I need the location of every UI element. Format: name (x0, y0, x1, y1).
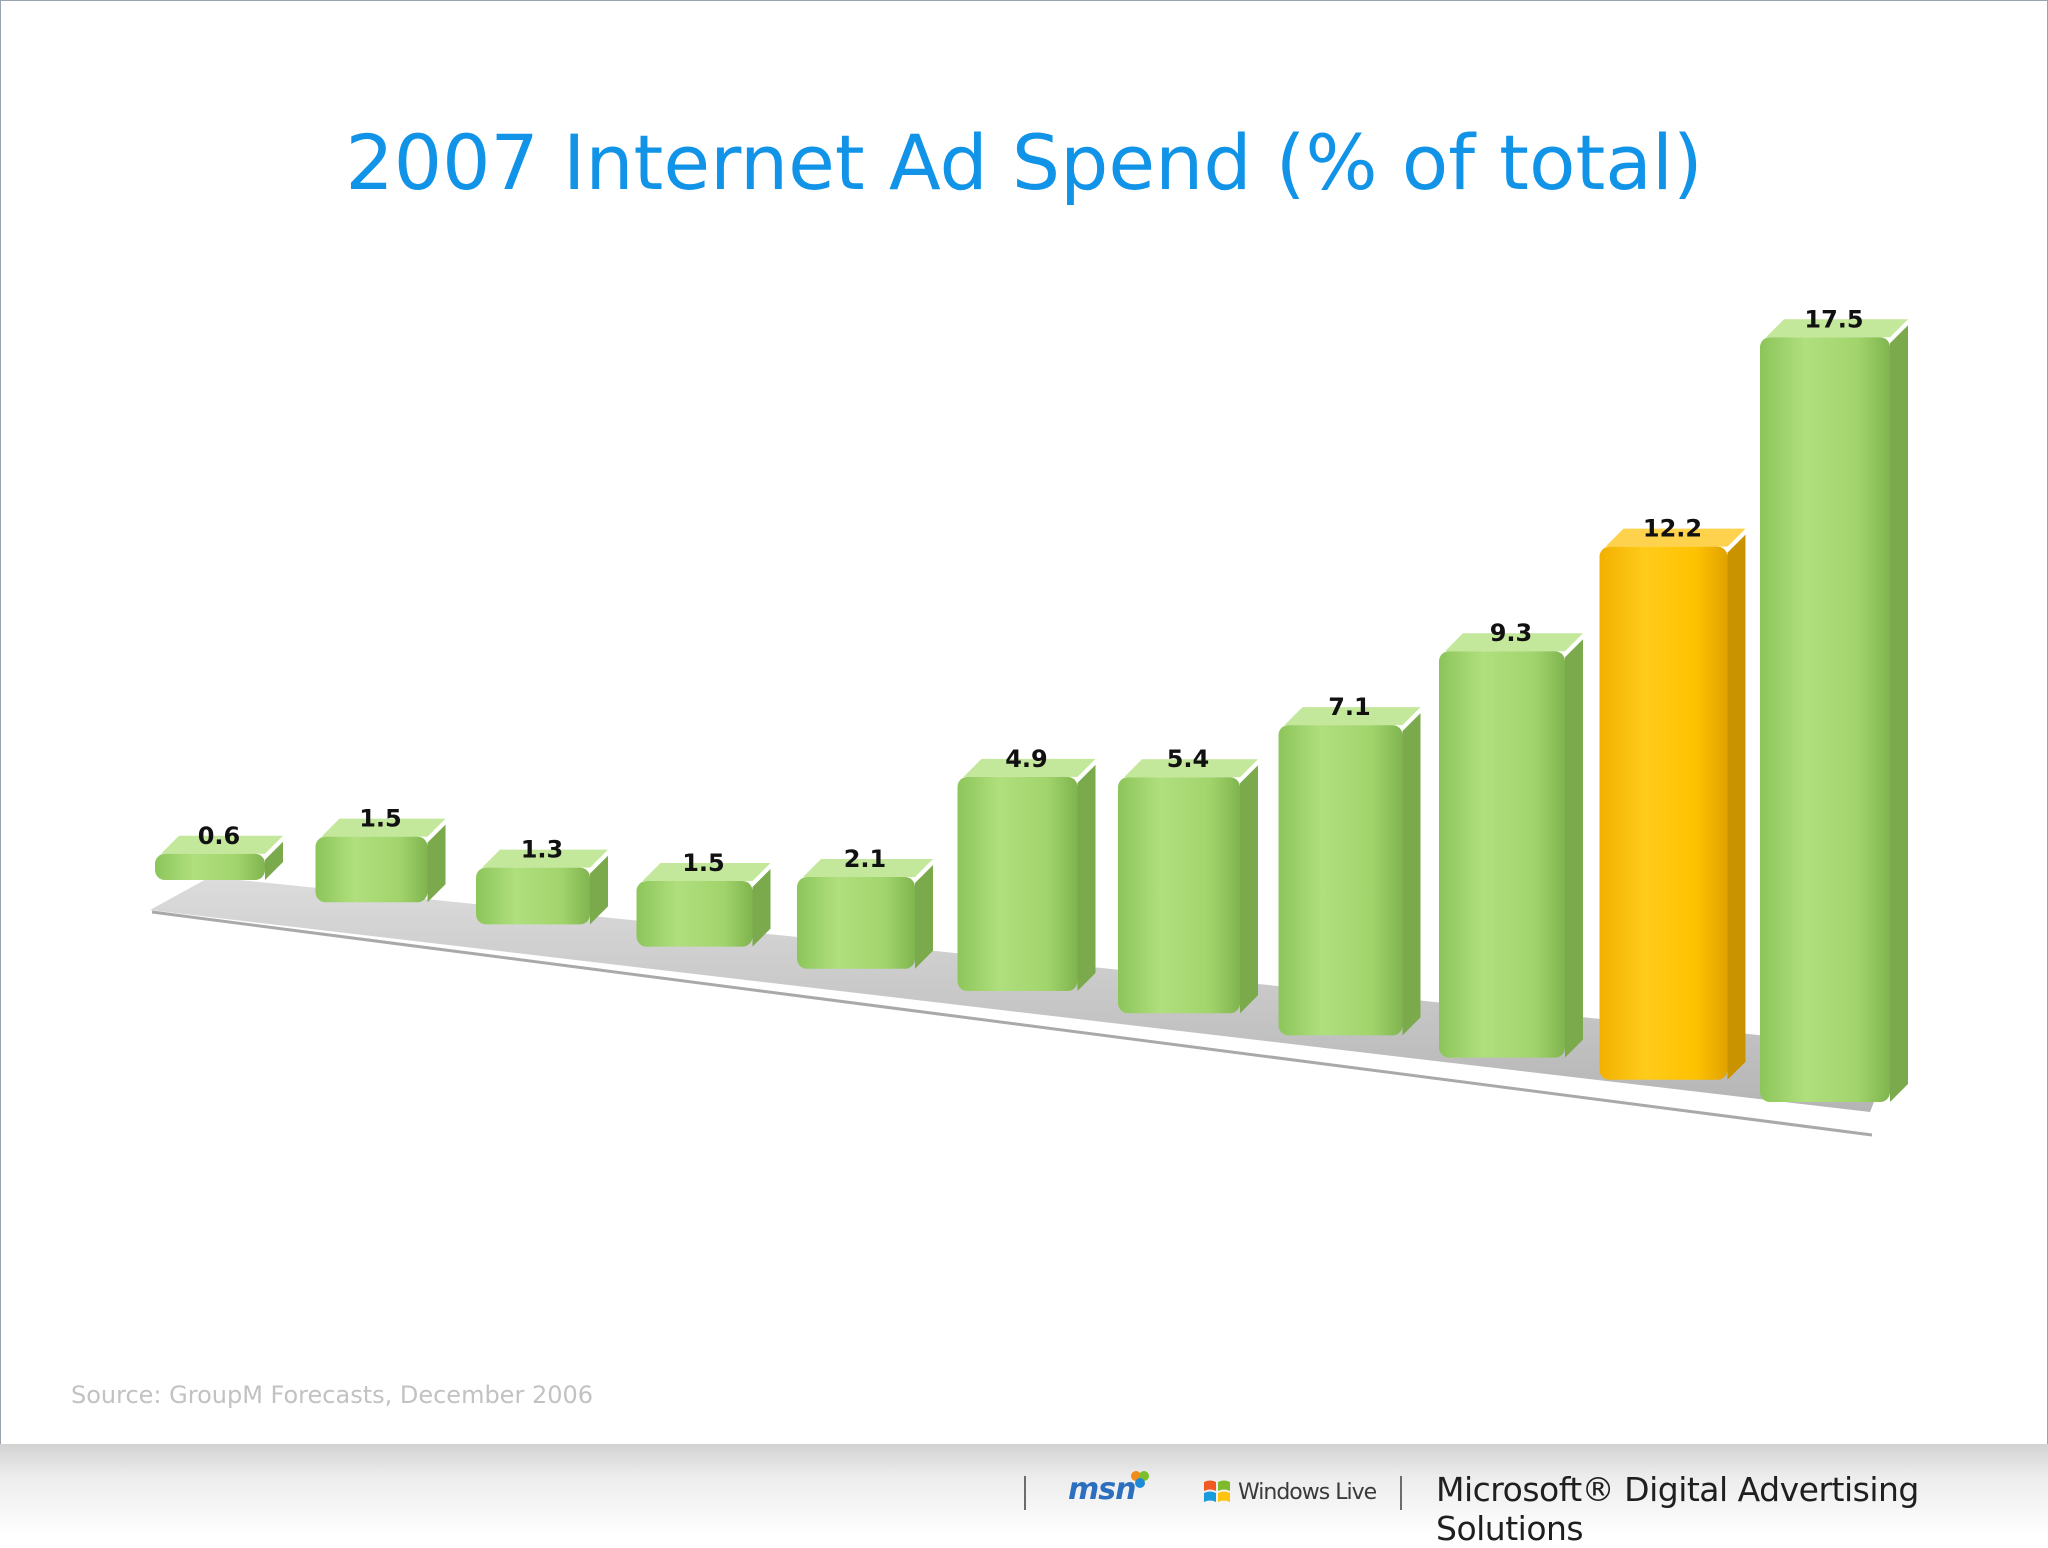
bar-1 (155, 835, 283, 880)
bar-top (803, 859, 933, 878)
data-label: 5.4 (1167, 745, 1210, 773)
footer-separator (1024, 1476, 1026, 1510)
bar-9 (1439, 633, 1583, 1058)
bar-side (1727, 534, 1746, 1080)
bar-top (1284, 707, 1421, 726)
bar-front (1278, 725, 1403, 1036)
bar-front (1439, 651, 1565, 1058)
bar-front (797, 877, 915, 969)
msn-logo: msn (1068, 1472, 1136, 1507)
bar-3 (476, 849, 608, 925)
bar-front (1760, 337, 1890, 1102)
bar-10 (1599, 528, 1746, 1080)
bar-front (1599, 546, 1728, 1080)
bar-front (155, 853, 265, 880)
bar-2 (315, 818, 446, 903)
data-label: 2.1 (844, 845, 887, 873)
data-label: 4.9 (1005, 745, 1048, 773)
bar-front (476, 867, 590, 925)
footer-separator (1400, 1476, 1402, 1510)
bar-8 (1278, 707, 1421, 1036)
bar-top (482, 849, 608, 868)
data-label: 0.6 (198, 822, 241, 850)
bar-top (321, 818, 446, 837)
bar-top (1605, 528, 1746, 547)
bar-side (265, 841, 283, 880)
windows-flag-icon (1204, 1480, 1230, 1502)
bar-5 (797, 859, 933, 969)
bar-top (1445, 633, 1583, 652)
chart-floor-edge (151, 910, 1873, 1137)
bar-6 (957, 758, 1096, 991)
bar-side (1890, 325, 1908, 1102)
bar-side (1240, 765, 1258, 1014)
footer-bar: msn Windows Live Microsoft® Digital Adve… (0, 1444, 2048, 1548)
bar-front (636, 881, 753, 947)
bar-top (161, 835, 283, 854)
data-label: 7.1 (1328, 693, 1371, 721)
bar-side (1565, 639, 1583, 1058)
microsoft-das-logo: Microsoft® Digital Advertising Solutions (1436, 1470, 1919, 1548)
bar-side (427, 824, 446, 903)
bar-4 (636, 863, 771, 947)
bar-front (1118, 777, 1240, 1014)
bar-side (915, 865, 933, 969)
data-label: 1.5 (359, 805, 402, 833)
bar-side (752, 869, 771, 947)
data-label: 1.3 (521, 836, 564, 864)
bar-7 (1118, 759, 1258, 1014)
bar-top (1124, 759, 1258, 778)
bar-top (642, 863, 771, 882)
msn-butterfly-icon (1131, 1471, 1149, 1488)
bar-11 (1760, 319, 1908, 1102)
bar-top (963, 758, 1096, 777)
bar-side (1402, 713, 1421, 1036)
bar-top (1766, 319, 1908, 338)
bar-side (590, 855, 608, 925)
bar-front (315, 836, 428, 903)
slide-title: 2007 Internet Ad Spend (% of total) (345, 118, 1703, 207)
windows-live-logo: Windows Live (1238, 1480, 1377, 1505)
data-label: 12.2 (1643, 515, 1702, 543)
source-note: Source: GroupM Forecasts, December 2006 (71, 1381, 594, 1409)
data-label: 9.3 (1490, 619, 1533, 647)
data-label: 1.5 (682, 849, 725, 877)
bar-front (957, 776, 1078, 991)
data-label: 17.5 (1804, 305, 1863, 333)
bar-side (1077, 764, 1096, 991)
